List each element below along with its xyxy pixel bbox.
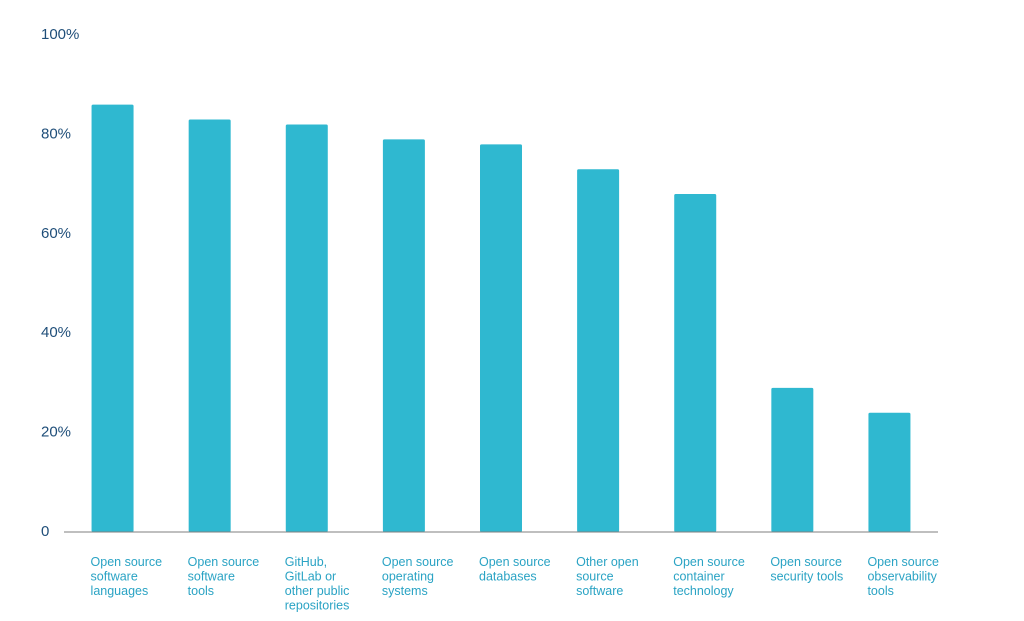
x-category-label-line: security tools xyxy=(770,570,843,584)
y-axis-ticks: 0 20% 40% 60% 80% 100% xyxy=(41,26,79,540)
x-category-label-line: operating xyxy=(382,570,434,584)
x-category-label: Open source software tools xyxy=(188,555,260,598)
bar xyxy=(91,104,134,532)
bar xyxy=(188,119,231,533)
bar xyxy=(674,194,717,533)
x-category-label-line: systems xyxy=(382,584,428,598)
x-category-label-line: Open source xyxy=(479,555,551,569)
y-tick-label: 80% xyxy=(41,125,71,142)
x-category-label-line: software xyxy=(91,570,138,584)
x-category-label-line: observability xyxy=(867,570,937,584)
bar xyxy=(577,169,620,532)
x-category-label-line: technology xyxy=(673,584,734,598)
x-category-label: Open source software languages xyxy=(91,555,163,598)
bars xyxy=(91,104,911,533)
x-category-label-line: GitHub, xyxy=(285,555,327,569)
y-tick-label: 20% xyxy=(41,424,71,441)
bar xyxy=(285,124,328,533)
x-category-label: Open source observability tools xyxy=(867,555,939,598)
x-category-label-line: Other open xyxy=(576,555,639,569)
x-category-label-line: Open source xyxy=(188,555,260,569)
bar xyxy=(480,144,522,532)
x-category-label-line: software xyxy=(576,584,623,598)
x-category-label-line: Open source xyxy=(770,555,842,569)
x-category-label-line: container xyxy=(673,570,724,584)
x-category-label-line: software xyxy=(188,570,235,584)
x-category-label: Other open source software xyxy=(576,555,639,598)
bar xyxy=(382,139,425,532)
x-category-label-line: source xyxy=(576,570,614,584)
x-category-label-line: Open source xyxy=(382,555,454,569)
x-category-label-line: tools xyxy=(188,584,214,598)
x-category-label-line: repositories xyxy=(285,599,350,613)
x-category-label: Open source operating systems xyxy=(382,555,454,598)
y-tick-label: 60% xyxy=(41,225,71,242)
x-category-label-line: tools xyxy=(867,584,893,598)
x-category-label-line: other public xyxy=(285,584,350,598)
y-tick-label: 40% xyxy=(41,324,71,341)
bar xyxy=(771,387,814,532)
x-category-label: Open source security tools xyxy=(770,555,843,584)
x-category-label-line: databases xyxy=(479,570,537,584)
x-category-label-line: Open source xyxy=(673,555,745,569)
x-category-label-line: languages xyxy=(91,584,149,598)
x-category-label-line: Open source xyxy=(867,555,939,569)
x-category-label: Open source container technology xyxy=(673,555,745,598)
y-tick-label: 100% xyxy=(41,26,79,43)
x-category-label-line: Open source xyxy=(91,555,163,569)
bar xyxy=(868,412,911,532)
y-tick-label: 0 xyxy=(41,523,49,540)
x-category-label-line: GitLab or xyxy=(285,570,336,584)
x-category-label: GitHub, GitLab or other public repositories xyxy=(285,555,350,613)
x-category-label: Open source databases xyxy=(479,555,551,584)
